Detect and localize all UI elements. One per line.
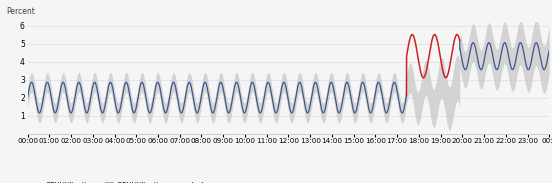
- Legend: CPUUtilization, CPUUtilization expected: CPUUtilization, CPUUtilization expected: [31, 180, 206, 183]
- Text: Percent: Percent: [7, 7, 36, 16]
